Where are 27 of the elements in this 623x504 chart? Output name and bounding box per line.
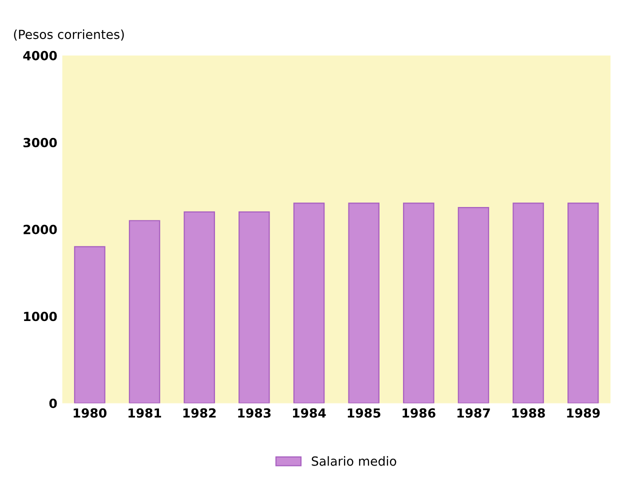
bar: [184, 211, 215, 404]
x-tick-label: 1980: [74, 408, 107, 418]
x-tick-label: 1988: [512, 408, 545, 418]
x-tick-label: 1982: [183, 408, 216, 418]
x-tick-label: 1986: [402, 408, 436, 418]
bar: [512, 202, 544, 404]
bar: [238, 211, 270, 404]
x-tick-label: 1981: [128, 408, 162, 418]
bar: [403, 202, 434, 404]
x-tick-label: 1983: [238, 408, 271, 418]
legend-label: Salario medio: [312, 456, 396, 466]
y-axis-title: (Pesos corrientes): [14, 29, 124, 41]
bar: [458, 207, 490, 404]
x-tick-label: 1987: [457, 408, 490, 418]
y-tick-label: 2000: [24, 224, 57, 234]
x-tick-label: 1985: [348, 408, 380, 418]
bar: [348, 202, 380, 404]
bar: [128, 220, 160, 404]
x-tick-label: 1989: [567, 408, 600, 418]
x-tick-label: 1984: [293, 408, 326, 418]
bar: [567, 202, 599, 404]
bar: [293, 202, 325, 404]
bar: [74, 246, 106, 404]
y-tick-label: 0: [49, 398, 57, 408]
y-tick-label: 4000: [23, 50, 57, 60]
y-tick-label: 1000: [24, 312, 57, 322]
y-tick-label: 3000: [23, 138, 57, 148]
